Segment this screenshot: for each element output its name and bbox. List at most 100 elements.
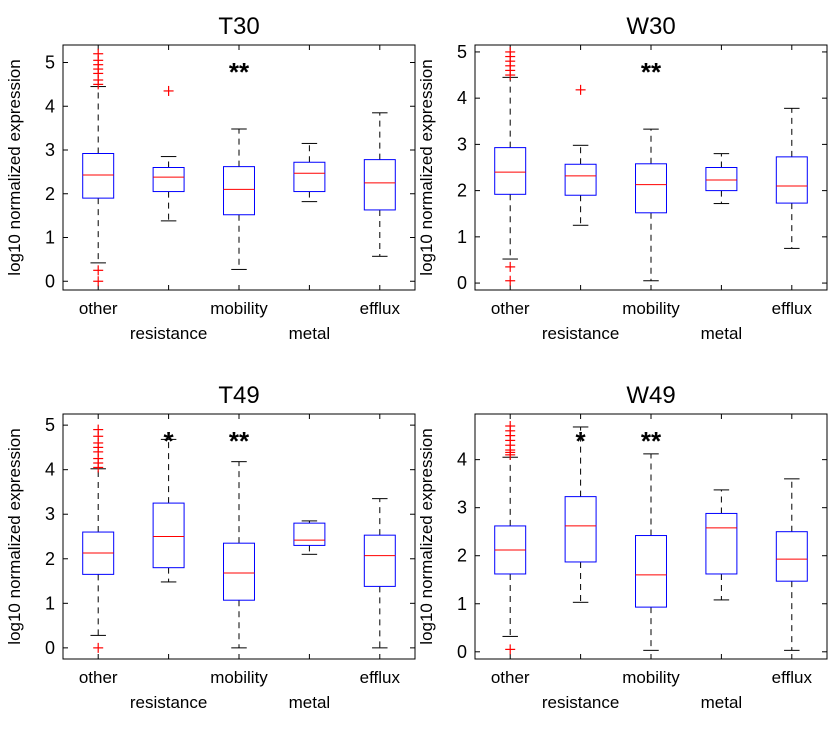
outlier-marker: [575, 84, 586, 95]
y-tick-label: 2: [457, 181, 467, 201]
x-category-label: mobility: [622, 299, 680, 318]
box-metal: [293, 142, 326, 203]
outlier-marker: [505, 275, 516, 286]
y-tick-label: 2: [457, 546, 467, 566]
box-metal: [293, 520, 326, 555]
box-mobility: [635, 128, 667, 282]
x-category-label: mobility: [210, 299, 268, 318]
x-category-label: other: [79, 668, 118, 687]
iqr-box: [705, 167, 738, 192]
box-efflux: [775, 478, 808, 651]
x-category-label: mobility: [622, 668, 680, 687]
iqr-box: [775, 156, 808, 204]
iqr-box: [293, 161, 326, 193]
box-efflux: [363, 498, 396, 649]
chart-title: T49: [218, 382, 259, 409]
y-tick-label: 4: [457, 88, 467, 108]
iqr-box: [363, 534, 396, 587]
y-tick-label: 0: [45, 271, 55, 291]
y-axis-label: log10 normalized expression: [5, 59, 24, 275]
x-category-label: metal: [701, 324, 743, 343]
y-tick-label: 4: [45, 460, 55, 480]
x-category-label: mobility: [210, 668, 268, 687]
y-tick-label: 5: [45, 415, 55, 435]
y-tick-label: 1: [457, 594, 467, 614]
x-category-label: metal: [289, 693, 331, 712]
box-resistance: [564, 84, 597, 226]
significance-marker: *: [164, 426, 175, 456]
y-tick-label: 3: [45, 140, 55, 160]
y-tick-label: 0: [45, 638, 55, 658]
y-tick-label: 1: [45, 228, 55, 248]
iqr-box: [635, 535, 667, 608]
chart-panel-t30: T30 log10 normalized expression 0 1 2 3 4 5 othe…: [5, 13, 416, 343]
x-category-label: other: [491, 299, 530, 318]
y-tick-label: 1: [45, 593, 55, 613]
outlier-marker: [505, 261, 516, 272]
box-mobility: [223, 461, 255, 649]
box-resistance: [564, 426, 597, 603]
x-category-label: resistance: [542, 693, 619, 712]
iqr-box: [223, 542, 255, 601]
outlier-marker: [505, 46, 516, 57]
x-category-label: metal: [289, 324, 331, 343]
significance-marker: **: [229, 426, 250, 456]
x-category-label: resistance: [130, 693, 207, 712]
outlier-marker: [505, 644, 516, 655]
iqr-box: [635, 163, 667, 214]
y-tick-label: 3: [45, 504, 55, 524]
chart-title: W30: [626, 13, 675, 40]
box-mobility: [223, 128, 255, 270]
chart-panel-w30: W30 log10 normalized expression 0 1 2 3 4 5 othe…: [417, 13, 828, 343]
box-efflux: [363, 112, 396, 257]
y-tick-label: 3: [457, 498, 467, 518]
significance-marker: **: [641, 426, 662, 456]
box-resistance: [152, 85, 185, 222]
x-category-label: other: [79, 299, 118, 318]
box-metal: [705, 153, 738, 205]
y-tick-label: 0: [457, 273, 467, 293]
y-tick-label: 1: [457, 227, 467, 247]
iqr-box: [494, 147, 527, 195]
iqr-box: [152, 167, 185, 193]
iqr-box: [564, 496, 597, 563]
box-metal: [705, 489, 738, 601]
x-category-label: efflux: [360, 299, 401, 318]
outlier-marker: [505, 421, 516, 432]
box-other: [494, 46, 527, 286]
chart-panel-t49: T49 log10 normalized expression 0 1 2 3 4 5 othe…: [5, 382, 416, 712]
x-category-label: efflux: [772, 668, 813, 687]
y-axis-label: log10 normalized expression: [5, 428, 24, 644]
box-other: [82, 424, 115, 653]
x-category-label: efflux: [360, 668, 401, 687]
y-tick-label: 3: [457, 134, 467, 154]
significance-marker: *: [576, 426, 587, 456]
iqr-box: [363, 159, 396, 211]
chart-title: T30: [218, 13, 259, 40]
y-tick-label: 2: [45, 549, 55, 569]
box-other: [82, 48, 115, 287]
x-category-label: resistance: [542, 324, 619, 343]
iqr-box: [152, 502, 185, 569]
y-tick-label: 2: [45, 184, 55, 204]
x-category-label: resistance: [130, 324, 207, 343]
outlier-marker: [163, 85, 174, 96]
y-tick-label: 4: [457, 450, 467, 470]
outlier-marker: [93, 48, 104, 59]
y-axis-label: log10 normalized expression: [417, 428, 436, 644]
iqr-box: [82, 153, 115, 199]
outlier-marker: [93, 265, 104, 276]
y-tick-label: 0: [457, 642, 467, 662]
x-category-label: other: [491, 668, 530, 687]
iqr-box: [293, 522, 326, 546]
outlier-marker: [93, 276, 104, 287]
outlier-marker: [93, 642, 104, 653]
y-tick-label: 5: [457, 42, 467, 62]
outlier-marker: [93, 424, 104, 435]
box-resistance: [152, 438, 185, 583]
x-category-label: metal: [701, 693, 743, 712]
box-mobility: [635, 453, 667, 651]
y-axis-label: log10 normalized expression: [417, 59, 436, 275]
box-other: [494, 421, 527, 655]
